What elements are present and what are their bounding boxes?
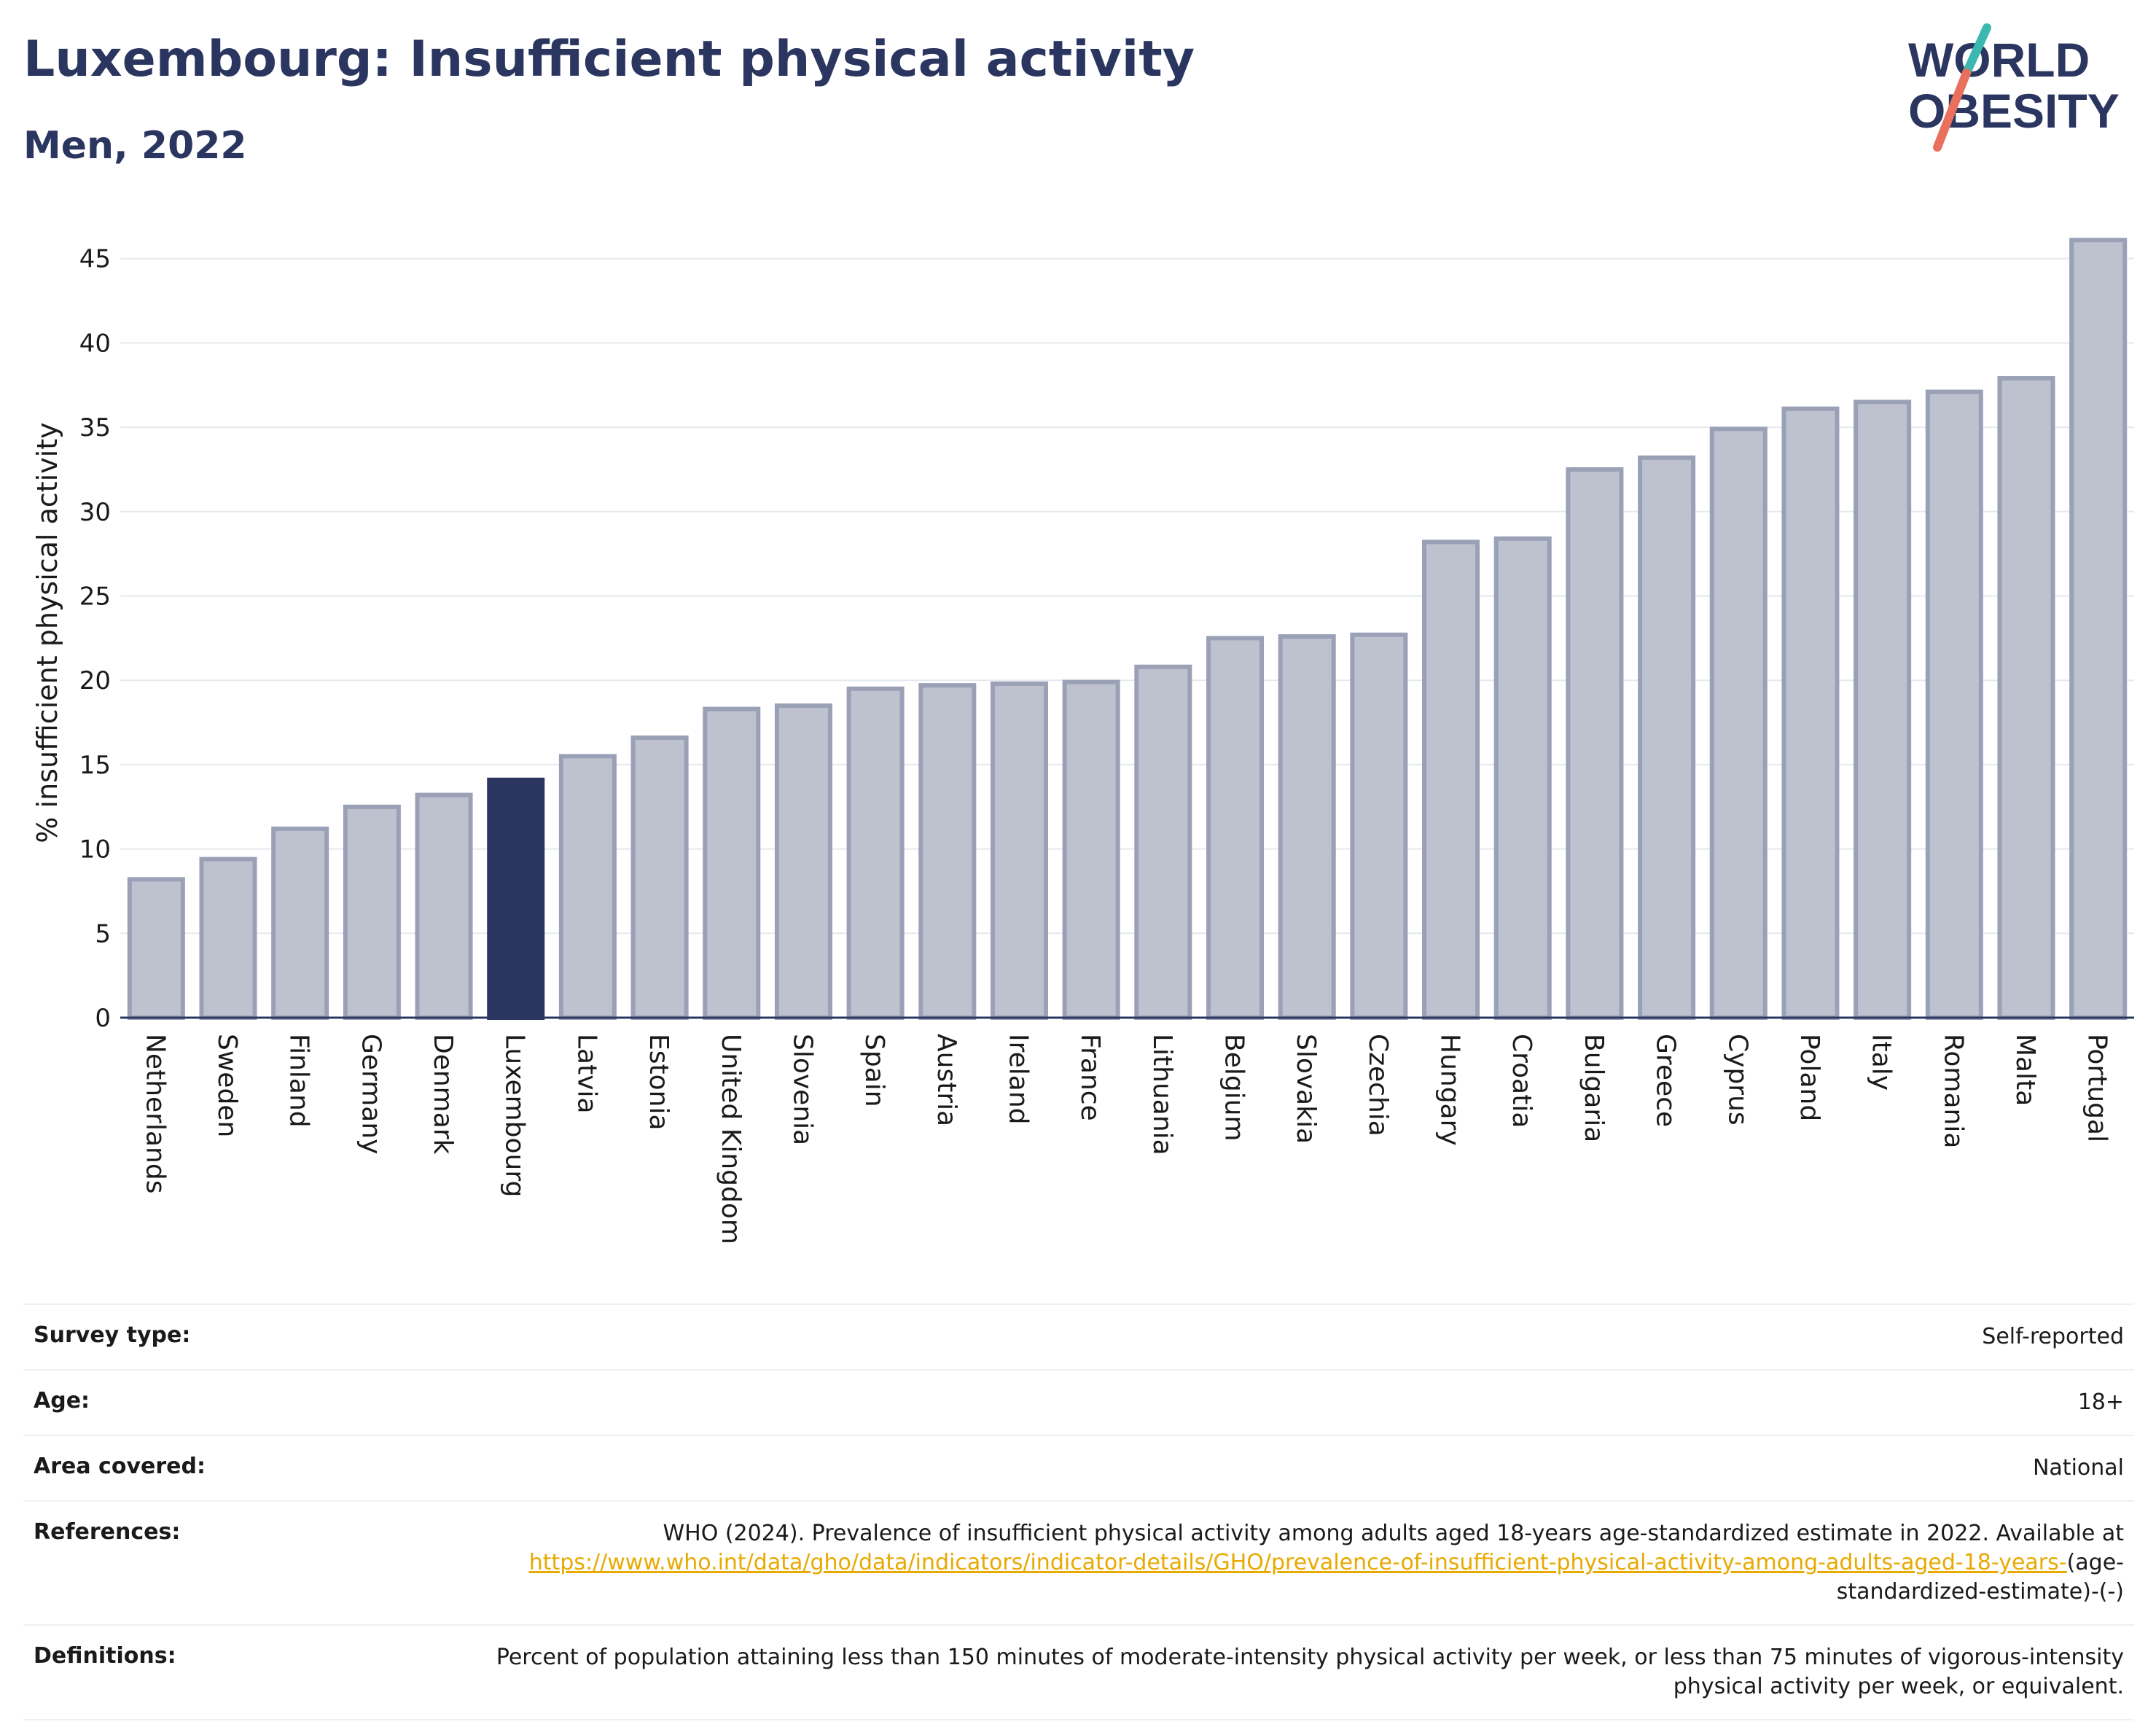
x-tick-label: Czechia bbox=[1363, 1034, 1393, 1136]
x-tick-label: France bbox=[1075, 1034, 1105, 1121]
info-row-survey-type: Survey type: Self-reported bbox=[23, 1304, 2134, 1370]
x-tick-label: Croatia bbox=[1507, 1034, 1536, 1128]
y-tick-label: 25 bbox=[79, 582, 111, 612]
bar-united-kingdom bbox=[703, 706, 761, 1020]
bar-croatia bbox=[1493, 536, 1552, 1021]
x-tick-label: Hungary bbox=[1435, 1034, 1465, 1146]
info-row-references: References: WHO (2024). Prevalence of in… bbox=[23, 1501, 2134, 1625]
age-label: Age: bbox=[34, 1388, 90, 1414]
y-tick-label: 40 bbox=[79, 329, 111, 358]
bar-germany bbox=[343, 804, 401, 1020]
x-tick-label: Poland bbox=[1794, 1034, 1824, 1121]
x-tick-label: Bulgaria bbox=[1579, 1034, 1609, 1142]
x-tick-label: Austria bbox=[931, 1034, 961, 1126]
bar-sweden bbox=[199, 857, 257, 1020]
bar-latvia bbox=[558, 754, 617, 1020]
x-tick-label: Italy bbox=[1867, 1034, 1897, 1091]
bar-luxembourg bbox=[487, 777, 545, 1020]
references-text: WHO (2024). Prevalence of insufficient p… bbox=[663, 1521, 2124, 1546]
x-tick-label: Greece bbox=[1651, 1034, 1681, 1127]
bar-ireland bbox=[990, 681, 1048, 1021]
y-tick-label: 45 bbox=[79, 245, 111, 274]
bar-slovenia bbox=[774, 703, 832, 1021]
bar-hungary bbox=[1422, 539, 1480, 1020]
x-tick-label: Slovakia bbox=[1291, 1034, 1321, 1144]
bar-finland bbox=[271, 826, 329, 1020]
logo-slash-bottom bbox=[1933, 69, 1971, 152]
bar-italy bbox=[1854, 399, 1912, 1021]
x-tick-label: Finland bbox=[284, 1034, 314, 1128]
bar-netherlands bbox=[127, 877, 185, 1021]
definitions-label: Definitions: bbox=[34, 1643, 176, 1669]
bar-lithuania bbox=[1134, 664, 1192, 1020]
references-value: WHO (2024). Prevalence of insufficient p… bbox=[481, 1501, 2134, 1625]
age-value: 18+ bbox=[2077, 1389, 2124, 1415]
references-suffix: (age-standardized-estimate)-(-) bbox=[1836, 1550, 2124, 1605]
bar-austria bbox=[918, 683, 977, 1020]
x-tick-label: Belgium bbox=[1219, 1034, 1249, 1142]
bar-malta bbox=[1997, 376, 2055, 1020]
survey-type-value: Self-reported bbox=[1982, 1324, 2124, 1349]
x-tick-label: Estonia bbox=[644, 1034, 673, 1131]
bar-chart: 0 5 10 15 20 25 30 35 40 45 % insufficient physica… bbox=[31, 238, 2134, 1244]
y-tick-label: 5 bbox=[95, 919, 111, 948]
area-value: National bbox=[2032, 1455, 2124, 1481]
x-tick-label: Luxembourg bbox=[500, 1034, 530, 1197]
y-tick-label: 15 bbox=[79, 751, 111, 780]
y-tick-label: 30 bbox=[79, 498, 111, 527]
y-tick-label: 0 bbox=[95, 1004, 111, 1033]
bar-slovakia bbox=[1278, 634, 1336, 1020]
y-tick-label: 35 bbox=[79, 413, 111, 442]
x-tick-label: Sweden bbox=[212, 1034, 242, 1137]
bar-estonia bbox=[630, 735, 689, 1020]
x-tick-label: Portugal bbox=[2082, 1034, 2112, 1142]
x-tick-label: Denmark bbox=[428, 1034, 458, 1155]
x-tick-label: Latvia bbox=[571, 1034, 601, 1114]
y-axis-label: % insufficient physical activity bbox=[31, 422, 63, 843]
info-row-age: Age: 18+ bbox=[23, 1370, 2134, 1435]
bar-spain bbox=[846, 686, 905, 1020]
page-subtitle: Men, 2022 bbox=[23, 124, 247, 168]
page-title: Luxembourg: Insufficient physical activi… bbox=[23, 31, 1195, 88]
logo-slash-top bbox=[1962, 23, 1991, 77]
survey-type-label: Survey type: bbox=[34, 1322, 191, 1348]
bar-france bbox=[1062, 679, 1120, 1020]
x-tick-label: United Kingdom bbox=[716, 1034, 746, 1244]
x-tick-label: Slovenia bbox=[787, 1034, 817, 1145]
bar-denmark bbox=[415, 792, 473, 1020]
x-tick-label: Cyprus bbox=[1722, 1034, 1752, 1126]
area-label: Area covered: bbox=[34, 1454, 206, 1479]
x-tick-label: Netherlands bbox=[140, 1034, 170, 1193]
x-tick-label: Germany bbox=[356, 1034, 386, 1154]
bar-bulgaria bbox=[1566, 467, 1624, 1021]
bar-poland bbox=[1781, 406, 1840, 1021]
x-tick-label: Malta bbox=[2010, 1034, 2040, 1106]
definitions-value: Percent of population attaining less tha… bbox=[496, 1645, 2124, 1699]
bar-greece bbox=[1638, 455, 1696, 1020]
world-obesity-logo: WORLD OBESITY bbox=[1908, 23, 2120, 152]
references-label: References: bbox=[34, 1519, 181, 1545]
bar-cyprus bbox=[1709, 426, 1768, 1020]
x-tick-label: Ireland bbox=[1003, 1034, 1033, 1125]
y-tick-label: 10 bbox=[79, 835, 111, 865]
info-row-area: Area covered: National bbox=[23, 1435, 2134, 1501]
bar-belgium bbox=[1206, 636, 1265, 1020]
bar-romania bbox=[1925, 389, 1983, 1020]
references-link[interactable]: https://www.who.int/data/gho/data/indica… bbox=[528, 1550, 2067, 1575]
info-row-definitions: Definitions: Percent of population attai… bbox=[23, 1625, 2134, 1720]
info-table: Survey type: Self-reported Age: 18+ Area… bbox=[23, 1303, 2134, 1720]
x-tick-label: Lithuania bbox=[1147, 1034, 1177, 1155]
y-tick-label: 20 bbox=[79, 666, 111, 695]
x-tick-label: Romania bbox=[1938, 1034, 1968, 1148]
logo-line1: WORLD bbox=[1908, 33, 2090, 87]
bar-portugal bbox=[2069, 238, 2128, 1021]
bar-czechia bbox=[1350, 632, 1408, 1020]
x-tick-label: Spain bbox=[859, 1034, 889, 1107]
